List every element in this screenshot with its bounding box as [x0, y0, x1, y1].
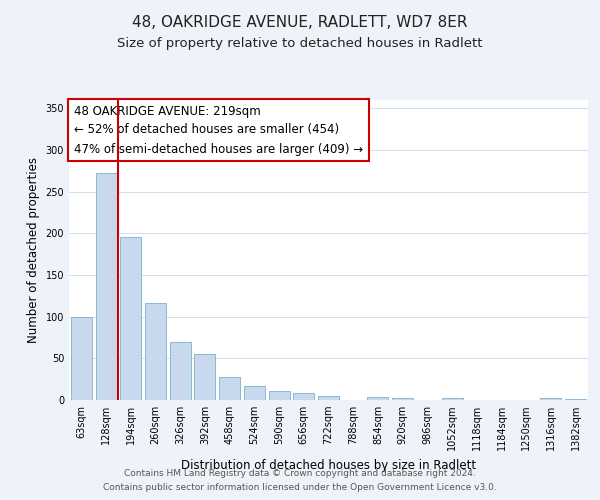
Bar — [541, 398, 562, 400]
Bar — [392, 398, 413, 400]
Bar — [565, 399, 586, 400]
Bar — [269, 391, 290, 400]
Bar — [244, 386, 265, 400]
Bar — [145, 304, 166, 400]
X-axis label: Distribution of detached houses by size in Radlett: Distribution of detached houses by size … — [181, 458, 476, 471]
Bar — [95, 174, 116, 400]
Bar — [120, 236, 141, 400]
Text: Contains HM Land Registry data © Crown copyright and database right 2024.: Contains HM Land Registry data © Crown c… — [124, 468, 476, 477]
Bar — [170, 342, 191, 400]
Bar — [194, 354, 215, 400]
Text: 48 OAKRIDGE AVENUE: 219sqm
← 52% of detached houses are smaller (454)
47% of sem: 48 OAKRIDGE AVENUE: 219sqm ← 52% of deta… — [74, 104, 364, 156]
Bar — [442, 398, 463, 400]
Text: Size of property relative to detached houses in Radlett: Size of property relative to detached ho… — [117, 38, 483, 51]
Bar — [71, 316, 92, 400]
Text: 48, OAKRIDGE AVENUE, RADLETT, WD7 8ER: 48, OAKRIDGE AVENUE, RADLETT, WD7 8ER — [132, 15, 468, 30]
Y-axis label: Number of detached properties: Number of detached properties — [27, 157, 40, 343]
Bar — [293, 394, 314, 400]
Bar — [367, 396, 388, 400]
Bar — [219, 376, 240, 400]
Text: Contains public sector information licensed under the Open Government Licence v3: Contains public sector information licen… — [103, 484, 497, 492]
Bar — [318, 396, 339, 400]
